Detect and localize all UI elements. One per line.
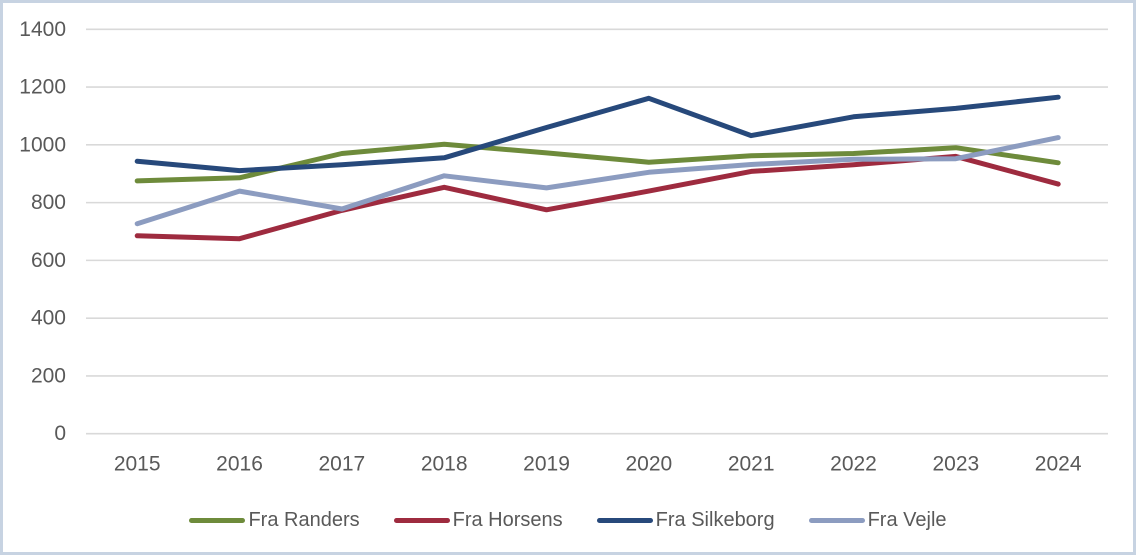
legend-label: Fra Randers (248, 508, 360, 531)
x-axis-tick-label: 2021 (728, 453, 775, 476)
legend-item-fra-randers: Fra Randers (189, 508, 360, 532)
legend-item-fra-horsens: Fra Horsens (393, 508, 563, 532)
x-axis-tick-label: 2017 (319, 453, 366, 476)
chart-legend: Fra Randers Fra Horsens Fra Silkeborg Fra V… (3, 503, 1133, 537)
series-line-fra-vejle (134, 135, 1061, 227)
legend-line-swatch (808, 517, 865, 523)
y-axis-tick-label: 800 (31, 191, 66, 214)
y-axis-tick-label: 0 (54, 422, 66, 445)
x-axis-tick-label: 2015 (114, 453, 161, 476)
x-axis-tick-label: 2020 (625, 453, 672, 476)
x-axis-tick-label: 2024 (1035, 453, 1082, 476)
y-axis-tick-label: 200 (31, 364, 66, 387)
x-axis-tick-label: 2019 (523, 453, 570, 476)
x-axis-tick-label: 2023 (932, 453, 979, 476)
y-axis-tick-label: 600 (31, 249, 66, 272)
legend-line-swatch (596, 517, 653, 523)
legend-line-swatch (393, 517, 450, 523)
legend-label: Fra Vejle (867, 508, 947, 531)
legend-item-fra-silkeborg: Fra Silkeborg (596, 508, 775, 532)
x-axis-tick-label: 2022 (830, 453, 877, 476)
legend-label: Fra Horsens (452, 508, 563, 531)
legend-item-fra-vejle: Fra Vejle (808, 508, 947, 532)
x-axis-tick-label: 2018 (421, 453, 468, 476)
legend-label: Fra Silkeborg (655, 508, 775, 531)
y-axis-tick-label: 1000 (19, 133, 66, 156)
x-axis-tick-label: 2016 (216, 453, 263, 476)
y-axis-tick-label: 1200 (19, 76, 66, 99)
series-line-fra-randers (134, 141, 1061, 184)
legend-line-swatch (189, 517, 246, 523)
y-axis-tick-label: 1400 (19, 18, 66, 41)
y-axis-tick-label: 400 (31, 307, 66, 330)
line-chart-plot: 0 200 400 600 800 1000 1200 1400 2015 2016 2017 201… (19, 18, 1108, 476)
series-line-fra-silkeborg (134, 94, 1061, 174)
